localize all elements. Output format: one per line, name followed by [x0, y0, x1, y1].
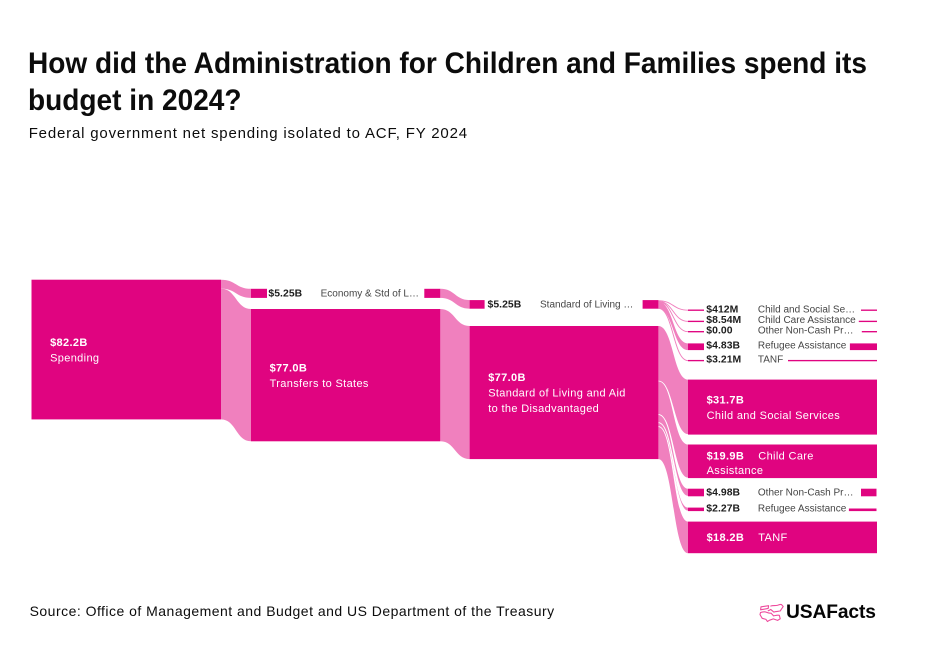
svg-text:$5.25B: $5.25B [268, 289, 302, 300]
svg-text:$77.0B: $77.0B [488, 372, 526, 384]
svg-text:Child and Social Se…: Child and Social Se… [758, 304, 855, 315]
svg-text:Transfers to States: Transfers to States [270, 378, 369, 390]
svg-text:Refugee Assistance: Refugee Assistance [758, 503, 847, 514]
svg-text:Standard of Living …: Standard of Living … [540, 299, 633, 310]
svg-text:Refugee Assistance: Refugee Assistance [758, 341, 847, 352]
svg-text:Standard of Living and Aid: Standard of Living and Aid [488, 387, 626, 399]
svg-text:$412M: $412M [706, 304, 738, 315]
svg-text:$77.0B: $77.0B [270, 363, 308, 375]
svg-text:$0.00: $0.00 [706, 326, 732, 337]
svg-text:Spending: Spending [50, 352, 99, 364]
svg-text:Assistance: Assistance [707, 465, 764, 477]
svg-text:$8.54M: $8.54M [706, 315, 741, 326]
svg-text:$82.2B: $82.2B [50, 337, 88, 349]
svg-text:$3.21M: $3.21M [706, 355, 741, 366]
svg-text:$18.2B: $18.2B [707, 532, 745, 544]
svg-text:$4.98B: $4.98B [706, 487, 740, 498]
svg-text:Child and Social Services: Child and Social Services [707, 410, 841, 422]
svg-text:$19.9B: $19.9B [707, 450, 745, 462]
svg-text:to the Disadvantaged: to the Disadvantaged [488, 403, 599, 415]
svg-text:$5.25B: $5.25B [488, 299, 522, 310]
svg-text:Economy & Std of L…: Economy & Std of L… [321, 289, 419, 300]
svg-text:$4.83B: $4.83B [706, 341, 740, 352]
svg-text:Other Non-Cash Pr…: Other Non-Cash Pr… [758, 326, 854, 337]
svg-text:TANF: TANF [758, 355, 783, 366]
svg-text:Child Care Assistance: Child Care Assistance [758, 315, 856, 326]
svg-text:$2.27B: $2.27B [706, 503, 740, 514]
svg-text:TANF: TANF [758, 532, 787, 544]
svg-text:Other Non-Cash Pr…: Other Non-Cash Pr… [758, 487, 854, 498]
svg-text:Child Care: Child Care [758, 450, 813, 462]
svg-text:$31.7B: $31.7B [707, 395, 745, 407]
